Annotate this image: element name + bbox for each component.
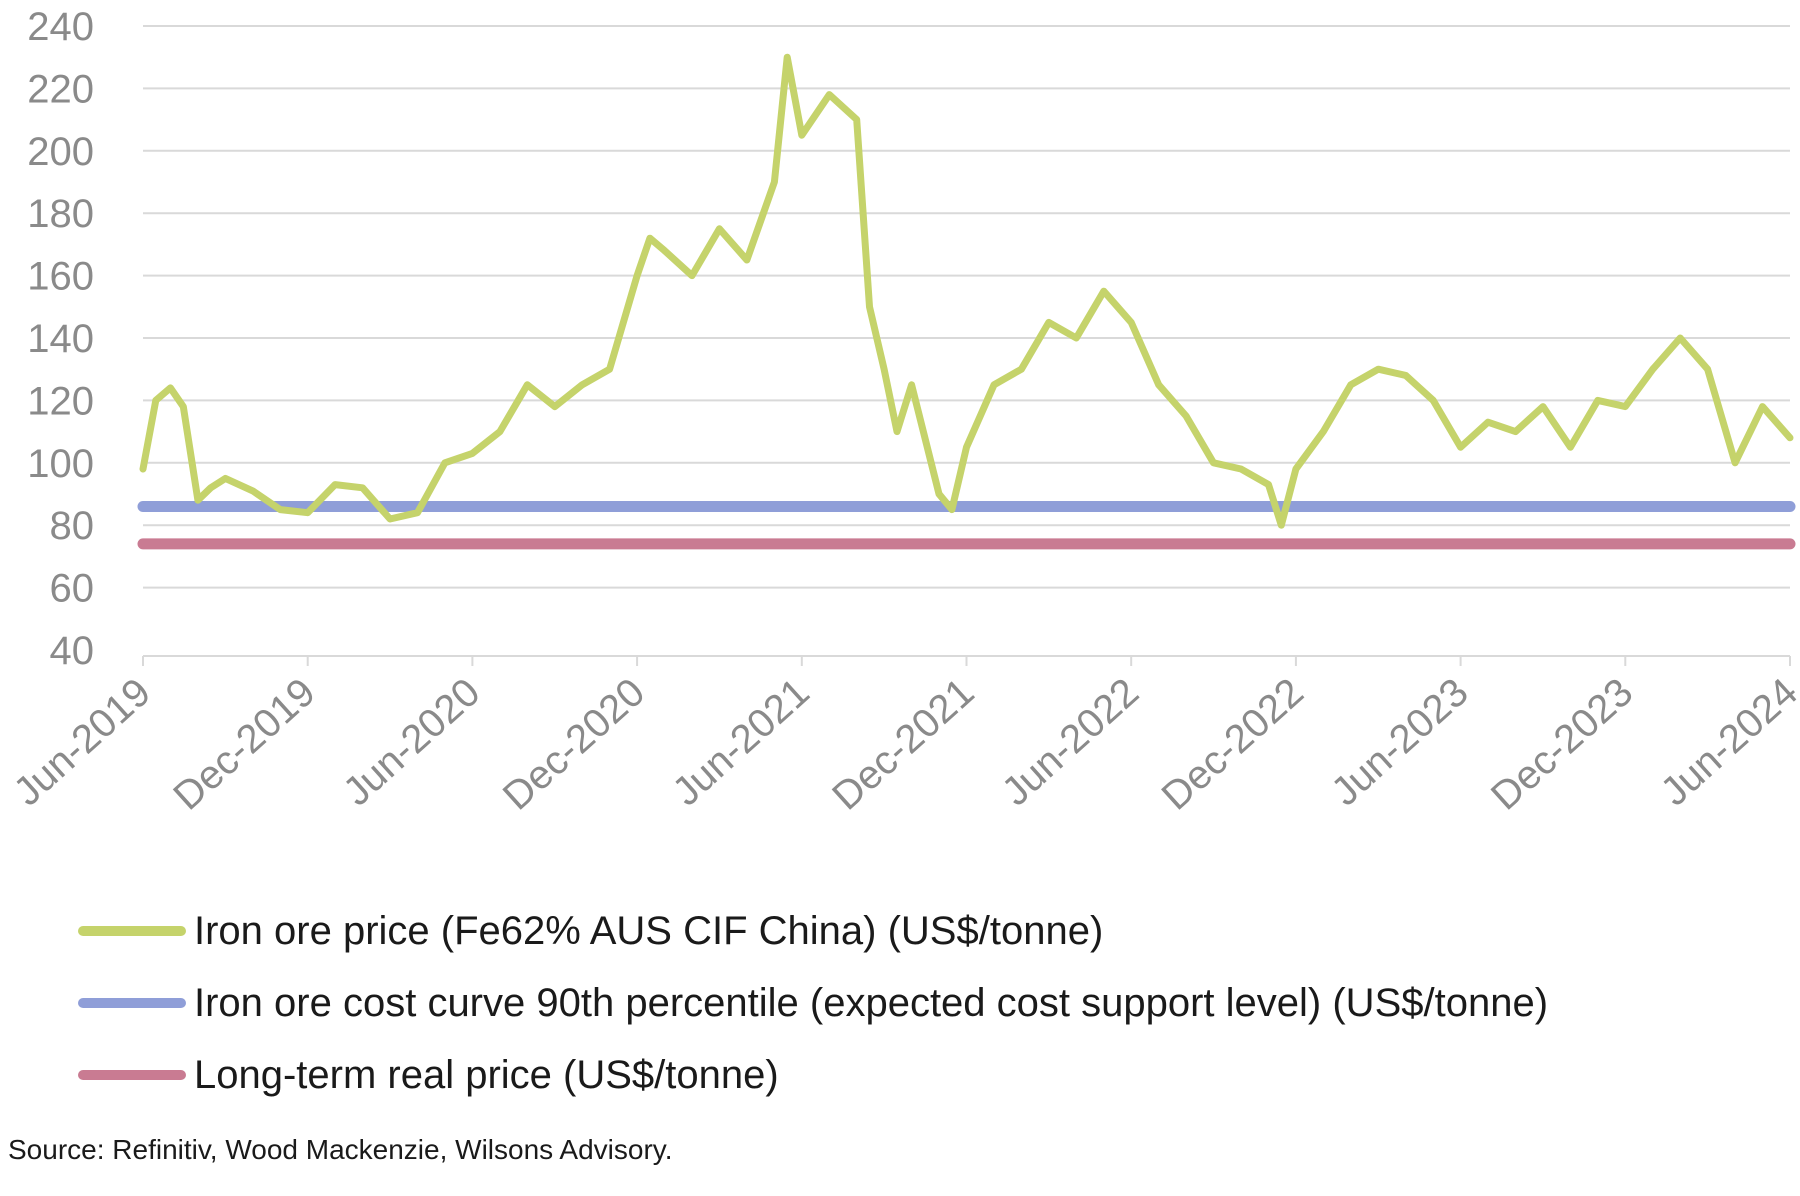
legend-swatch-long-term-price xyxy=(78,1070,186,1080)
source-note: Source: Refinitiv, Wood Mackenzie, Wilso… xyxy=(8,1134,673,1165)
y-axis: 40 60 80 100 120 140 160 180 200 220 240 xyxy=(27,5,94,673)
y-tick-label: 80 xyxy=(50,504,95,548)
legend-item-iron-ore-price: Iron ore price (Fe62% AUS CIF China) (US… xyxy=(78,895,1548,967)
gridlines xyxy=(143,25,1790,589)
legend-item-cost-curve: Iron ore cost curve 90th percentile (exp… xyxy=(78,967,1548,1039)
x-tick-label: Dec-2022 xyxy=(1154,670,1312,819)
legend-label-iron-ore-price: Iron ore price (Fe62% AUS CIF China) (US… xyxy=(194,908,1104,953)
y-tick-label: 100 xyxy=(27,442,94,486)
iron-ore-price-line xyxy=(139,53,1794,529)
x-tick-label: Dec-2021 xyxy=(824,670,982,819)
y-tick-label: 40 xyxy=(50,629,95,673)
x-tick-label: Jun-2021 xyxy=(664,670,817,814)
y-tick-label: 160 xyxy=(27,255,94,299)
y-tick-label: 200 xyxy=(27,130,94,174)
x-tick-label: Dec-2019 xyxy=(165,670,323,819)
y-tick-label: 140 xyxy=(27,317,94,361)
legend: Iron ore price (Fe62% AUS CIF China) (US… xyxy=(78,895,1548,1111)
legend-swatch-iron-ore-price xyxy=(78,926,186,936)
x-tick-label: Dec-2023 xyxy=(1483,670,1641,819)
x-tick-label: Jun-2022 xyxy=(994,670,1147,814)
x-axis: Jun-2019 Dec-2019 Jun-2020 Dec-2020 Jun-2021… xyxy=(6,655,1800,819)
legend-label-long-term-price: Long-term real price (US$/tonne) xyxy=(194,1052,779,1097)
y-tick-label: 240 xyxy=(27,5,94,49)
series-lines xyxy=(137,53,1796,550)
y-tick-label: 60 xyxy=(50,567,95,611)
legend-swatch-cost-curve xyxy=(78,998,186,1008)
y-tick-label: 220 xyxy=(27,67,94,111)
x-tick-label: Jun-2019 xyxy=(6,670,159,814)
x-tick-label: Jun-2020 xyxy=(335,670,488,814)
x-tick-label: Jun-2023 xyxy=(1323,670,1476,814)
x-tick-label: Dec-2020 xyxy=(495,670,653,819)
x-tick-label: Jun-2024 xyxy=(1653,670,1800,814)
y-tick-label: 120 xyxy=(27,379,94,423)
legend-label-cost-curve: Iron ore cost curve 90th percentile (exp… xyxy=(194,980,1549,1025)
y-tick-label: 180 xyxy=(27,192,94,236)
legend-item-long-term-price: Long-term real price (US$/tonne) xyxy=(78,1039,1548,1111)
